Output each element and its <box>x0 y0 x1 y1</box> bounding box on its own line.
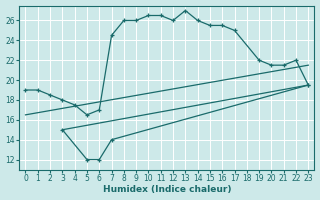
X-axis label: Humidex (Indice chaleur): Humidex (Indice chaleur) <box>103 185 231 194</box>
